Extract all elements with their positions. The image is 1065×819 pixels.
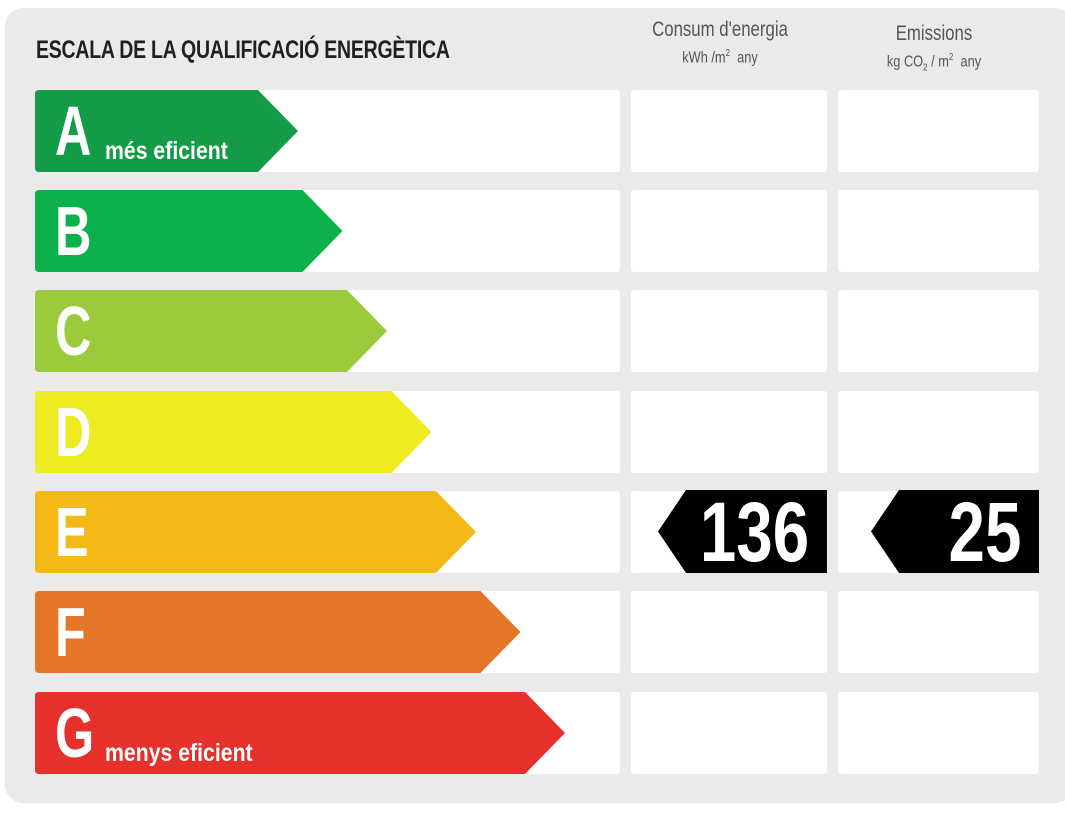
rating-letter: C	[55, 292, 92, 370]
emissions-value-marker: 25	[871, 485, 1039, 579]
energy-column-unit: kWh /m2 any	[682, 48, 758, 67]
emissions-cell-a	[838, 90, 1039, 172]
emissions-cell-g	[838, 692, 1039, 774]
rating-letter: B	[55, 192, 92, 270]
page-title: ESCALA DE LA QUALIFICACIÓ ENERGÈTICA	[36, 36, 450, 64]
emissions-column-unit: kg CO2 / m2 any	[886, 52, 982, 74]
rating-arrow-c: C	[35, 290, 387, 372]
energy-value-marker: 136	[658, 485, 827, 579]
energy-cell-a	[631, 90, 827, 172]
rating-letter: A	[55, 92, 92, 170]
rating-arrow-f: F	[35, 591, 521, 673]
emissions-column-header: Emissions kg CO2 / m2 any	[854, 22, 1014, 74]
energy-column-header: Consum d'energia kWh /m2 any	[640, 18, 800, 67]
rating-arrow-d: D	[35, 391, 432, 473]
energy-cell-g	[631, 692, 827, 774]
rating-arrow-e: E	[35, 491, 476, 573]
arrow-shape	[35, 290, 387, 372]
arrow-shape	[35, 491, 476, 573]
emissions-cell-d	[838, 391, 1039, 473]
rating-letter: F	[55, 593, 86, 671]
energy-column-label: Consum d'energia	[652, 18, 788, 41]
emissions-cell-b	[838, 190, 1039, 272]
energy-cell-c	[631, 290, 827, 372]
marker-arrow-shape	[871, 490, 1039, 573]
energy-cell-d	[631, 391, 827, 473]
value-text: 25	[948, 485, 1021, 579]
emissions-column-label: Emissions	[895, 22, 973, 45]
arrow-shape	[35, 591, 521, 673]
rating-letter: D	[55, 393, 92, 471]
rating-letter: E	[55, 493, 89, 571]
energy-cell-f	[631, 591, 827, 673]
value-text: 136	[699, 485, 809, 579]
arrow-shape	[35, 391, 432, 473]
arrow-shape	[35, 692, 565, 774]
energy-cell-b	[631, 190, 827, 272]
rating-description: més eficient	[105, 137, 228, 165]
arrow-shape	[35, 190, 343, 272]
arrow-shape	[35, 90, 298, 172]
emissions-cell-c	[838, 290, 1039, 372]
marker-arrow-shape	[658, 490, 827, 573]
rating-description: menys eficient	[105, 739, 253, 767]
emissions-cell-f	[838, 591, 1039, 673]
rating-letter: G	[55, 694, 95, 772]
rating-arrow-b: B	[35, 190, 343, 272]
